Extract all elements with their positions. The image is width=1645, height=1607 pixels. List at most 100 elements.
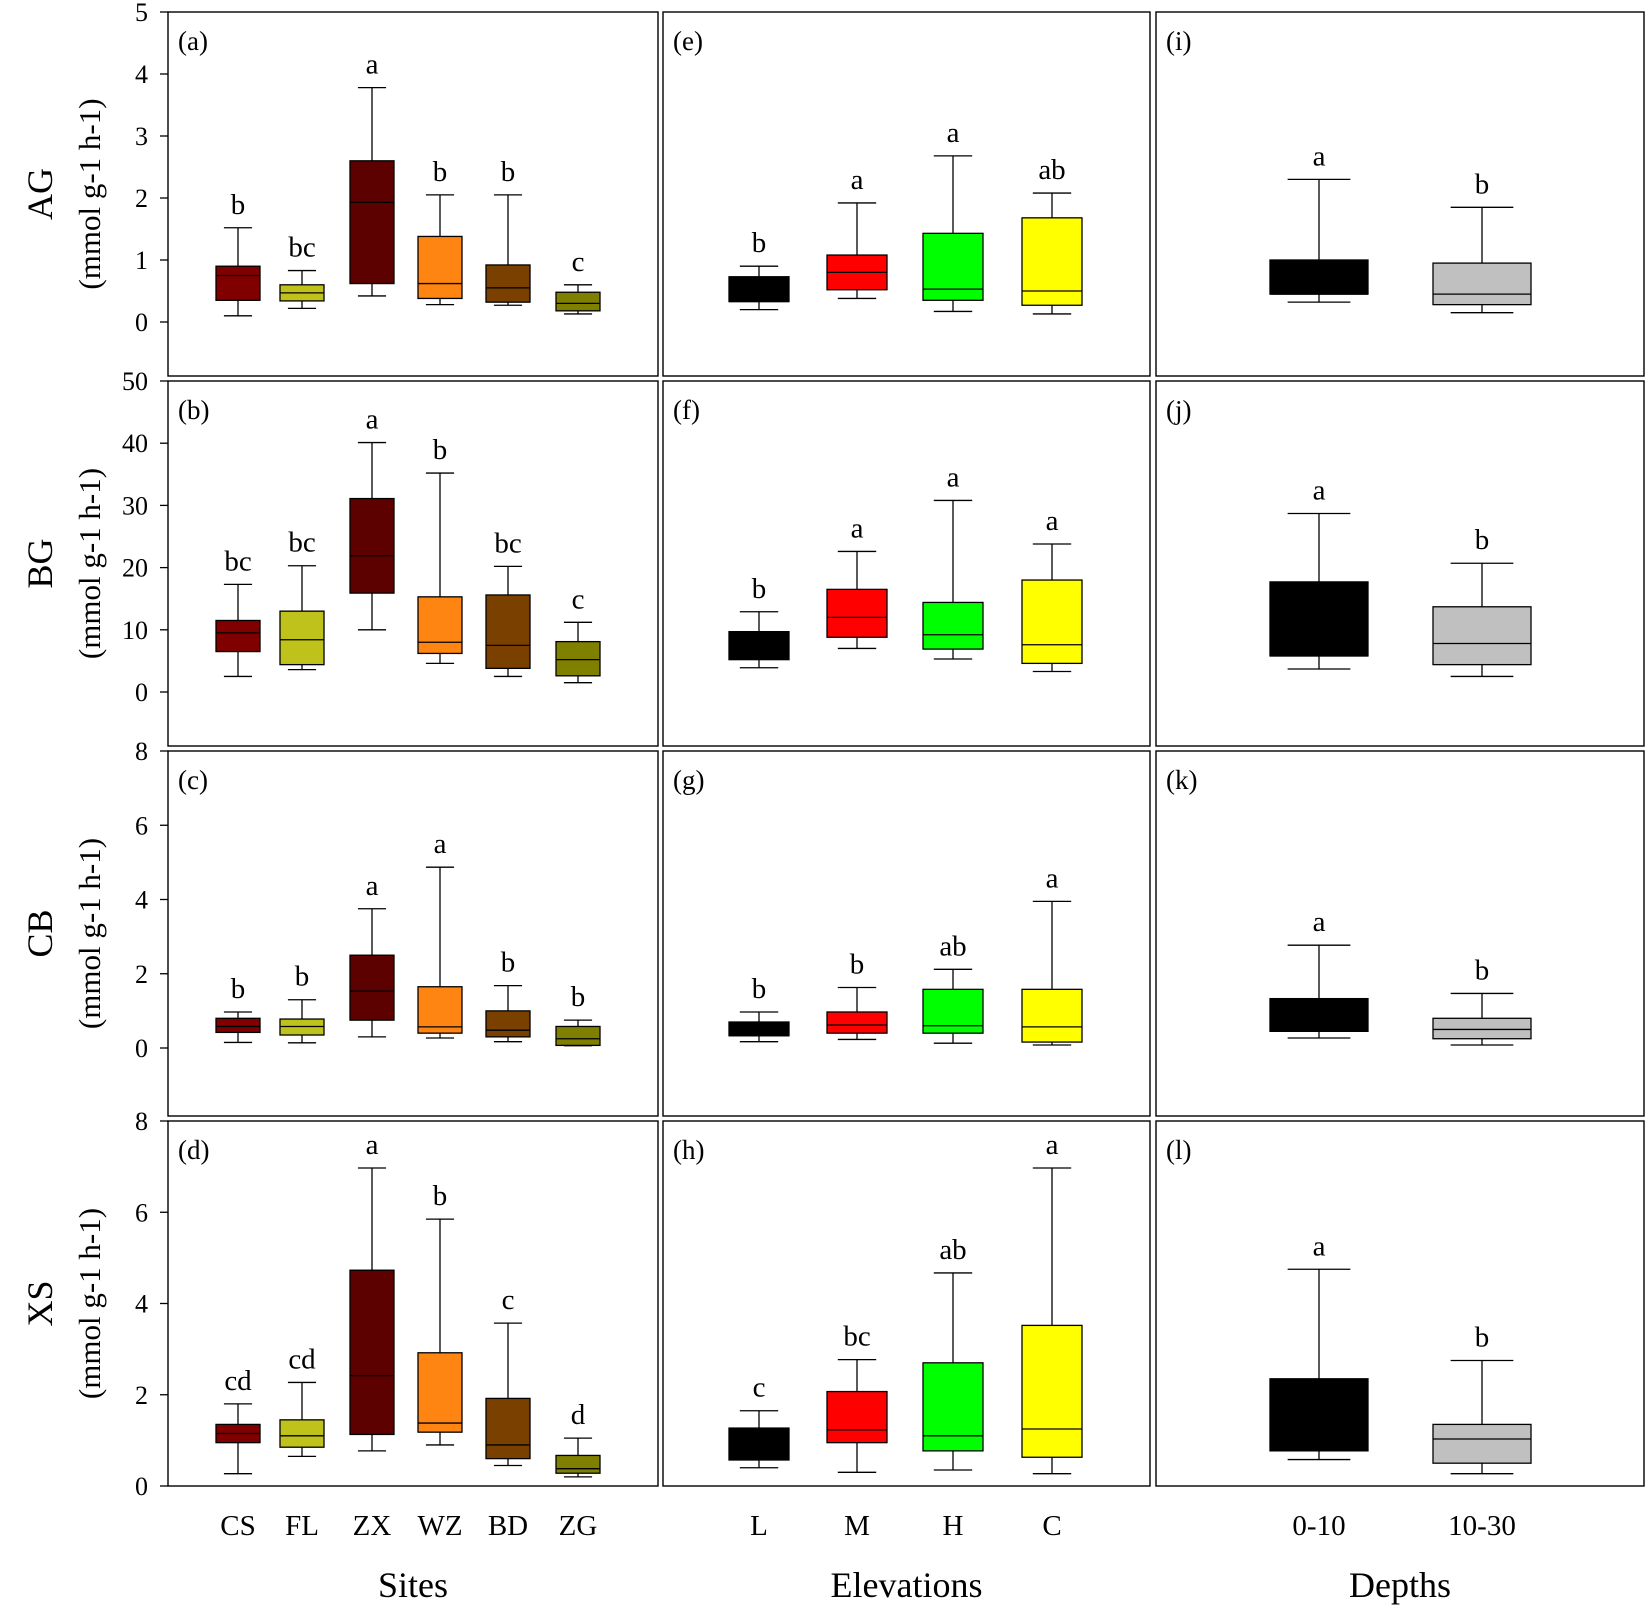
y-tick-label-BG-40: 40	[122, 429, 148, 458]
letter-c-WZ: a	[434, 828, 447, 860]
box-l-0-10	[1269, 1378, 1369, 1452]
y-tick-label-AG-2: 2	[135, 184, 148, 213]
panel-frame-f	[662, 380, 1151, 747]
box-i-0-10	[1269, 259, 1369, 295]
y-tick-label-XS-6: 6	[135, 1198, 148, 1227]
box-i-10-30	[1432, 262, 1532, 306]
letter-d-ZG: d	[571, 1399, 586, 1431]
y-tick-label-XS-8: 8	[135, 1107, 148, 1136]
box-h-C	[1021, 1324, 1083, 1458]
box-g-C	[1021, 988, 1083, 1043]
letter-b-ZX: a	[366, 404, 379, 436]
box-a-BD	[485, 264, 531, 303]
panel-label-f: (f)	[673, 395, 700, 425]
y-tick-label-AG-3: 3	[135, 122, 148, 151]
panel-frame-l	[1155, 1120, 1645, 1487]
box-c-ZG	[555, 1025, 601, 1047]
letter-c-CS: b	[231, 973, 246, 1005]
box-g-H	[922, 988, 984, 1034]
box-a-CS	[215, 265, 261, 301]
letter-a-FL: bc	[288, 232, 315, 264]
box-c-CS	[215, 1017, 261, 1034]
box-k-0-10	[1269, 997, 1369, 1032]
letter-d-CS: cd	[224, 1365, 252, 1397]
letter-h-L: c	[753, 1372, 766, 1404]
letter-b-ZG: c	[572, 583, 585, 615]
row-label-CB: CB	[20, 909, 60, 957]
y-tick-label-BG-50: 50	[122, 367, 148, 396]
letter-f-L: b	[752, 573, 767, 605]
panel-label-l: (l)	[1166, 1135, 1191, 1165]
letter-d-BD: c	[502, 1284, 515, 1316]
x-axis-title-depths: Depths	[1349, 1565, 1451, 1605]
letter-a-CS: b	[231, 189, 246, 221]
panel-frame-j	[1155, 380, 1645, 747]
x-tick-label-BD: BD	[488, 1510, 528, 1542]
box-e-C	[1021, 217, 1083, 306]
y-tick-label-BG-20: 20	[122, 554, 148, 583]
panel-frame-b	[167, 380, 659, 747]
unit-label-AG: (mmol g-1 h-1)	[72, 98, 107, 289]
panel-label-j: (j)	[1166, 395, 1191, 425]
x-tick-label-H: H	[943, 1510, 964, 1542]
letter-g-M: b	[850, 948, 865, 980]
letter-c-FL: b	[295, 961, 310, 993]
box-e-H	[922, 232, 984, 301]
letter-d-WZ: b	[433, 1180, 448, 1212]
letter-d-ZX: a	[366, 1129, 379, 1161]
box-a-ZG	[555, 291, 601, 312]
letter-c-ZG: b	[571, 981, 586, 1013]
letter-b-CS: bc	[224, 545, 251, 577]
x-tick-label-FL: FL	[285, 1510, 319, 1542]
letter-i-0-10: a	[1313, 140, 1326, 172]
panel-frame-a	[167, 11, 659, 377]
letter-a-ZG: c	[572, 246, 585, 278]
box-a-ZX	[349, 160, 395, 285]
unit-label-XS: (mmol g-1 h-1)	[72, 1208, 107, 1399]
letter-h-C: a	[1046, 1129, 1059, 1161]
box-d-WZ	[417, 1352, 463, 1433]
y-tick-label-XS-4: 4	[135, 1290, 148, 1319]
letter-a-BD: b	[501, 156, 516, 188]
box-j-10-30	[1432, 606, 1532, 666]
letter-g-L: b	[752, 973, 767, 1005]
box-f-M	[826, 588, 888, 638]
panel-frame-e	[662, 11, 1151, 377]
y-tick-label-BG-10: 10	[122, 616, 148, 645]
box-e-L	[728, 276, 790, 303]
box-d-FL	[279, 1419, 325, 1448]
x-tick-label-ZG: ZG	[559, 1510, 598, 1542]
box-b-BD	[485, 594, 531, 670]
row-label-XS: XS	[20, 1280, 60, 1326]
box-b-WZ	[417, 596, 463, 655]
unit-label-BG: (mmol g-1 h-1)	[72, 468, 107, 659]
box-c-BD	[485, 1010, 531, 1038]
box-k-10-30	[1432, 1017, 1532, 1040]
box-h-M	[826, 1390, 888, 1444]
unit-label-CB: (mmol g-1 h-1)	[72, 838, 107, 1029]
letter-b-BD: bc	[494, 527, 521, 559]
x-tick-label-WZ: WZ	[417, 1510, 462, 1542]
y-tick-label-CB-6: 6	[135, 811, 148, 840]
letter-j-0-10: a	[1313, 474, 1326, 506]
letter-e-H: a	[947, 117, 960, 149]
box-f-H	[922, 601, 984, 650]
letter-g-C: a	[1046, 862, 1059, 894]
y-tick-label-CB-2: 2	[135, 960, 148, 989]
panel-frame-k	[1155, 750, 1645, 1117]
row-label-BG: BG	[20, 538, 60, 588]
box-f-C	[1021, 579, 1083, 665]
panel-frame-d	[167, 1120, 659, 1487]
letter-a-ZX: a	[366, 49, 379, 81]
box-g-M	[826, 1011, 888, 1034]
letter-l-10-30: b	[1475, 1322, 1490, 1354]
panel-label-c: (c)	[178, 765, 208, 795]
y-tick-label-XS-2: 2	[135, 1381, 148, 1410]
x-tick-label-C: C	[1042, 1510, 1061, 1542]
box-l-10-30	[1432, 1423, 1532, 1464]
letter-e-M: a	[851, 164, 864, 196]
box-b-ZG	[555, 640, 601, 677]
panel-frame-g	[662, 750, 1151, 1117]
panel-label-e: (e)	[673, 26, 703, 56]
